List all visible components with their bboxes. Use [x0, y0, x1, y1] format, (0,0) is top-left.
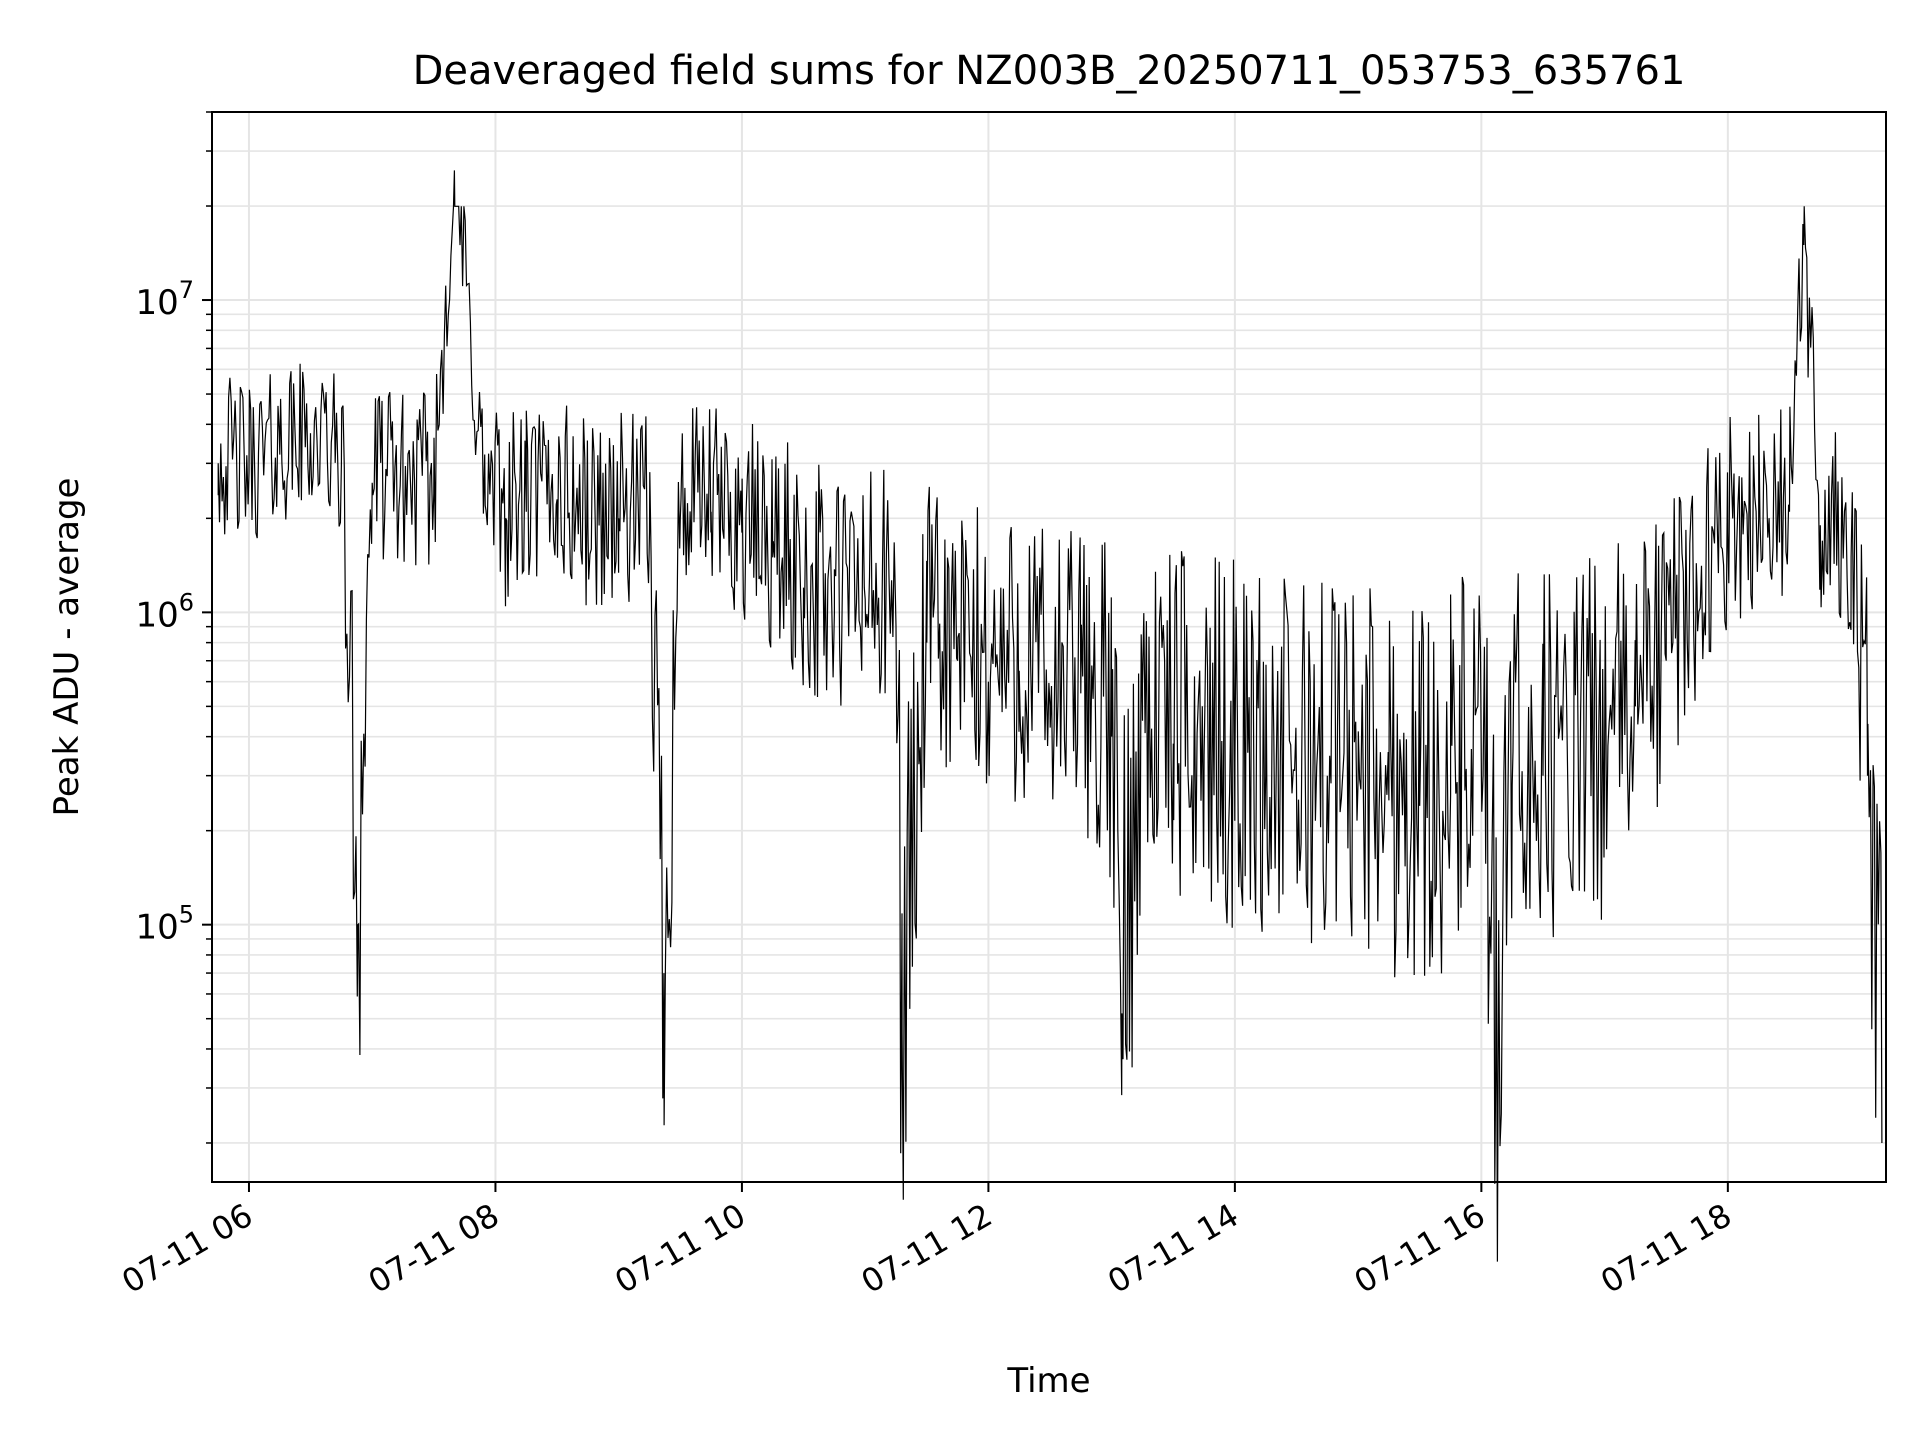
x-tick-label: 07-11 06 [115, 1196, 259, 1301]
y-axis-label: Peak ADU - average [47, 478, 87, 817]
x-tick-label: 07-11 08 [362, 1196, 506, 1301]
y-tick-label: 105 [135, 901, 194, 948]
x-tick-label: 07-11 12 [855, 1196, 999, 1301]
y-tick-label: 107 [135, 276, 194, 323]
x-axis-label: Time [1006, 1361, 1090, 1401]
x-tick-label: 07-11 18 [1594, 1196, 1738, 1301]
data-layer [217, 170, 1883, 1262]
chart-title: Deaveraged field sums for NZ003B_2025071… [413, 48, 1686, 94]
x-tick-label: 07-11 16 [1348, 1196, 1492, 1301]
x-tick-label: 07-11 14 [1101, 1196, 1245, 1301]
series-line [217, 170, 1883, 1262]
x-tick-label: 07-11 10 [608, 1196, 752, 1301]
y-tick-label: 106 [135, 588, 194, 635]
plot-frame [211, 111, 1887, 1183]
